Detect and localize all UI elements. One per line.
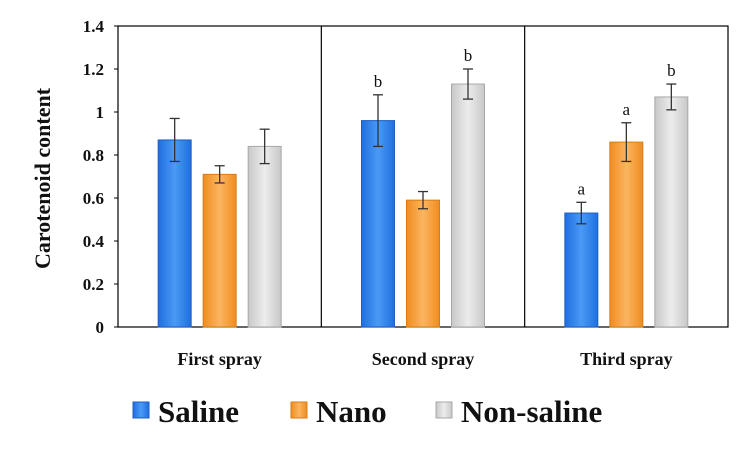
y-tick-label: 0 [96, 318, 105, 337]
y-tick-label: 1.4 [83, 17, 105, 36]
legend-label-non-saline: Non-saline [461, 394, 602, 429]
category-label: Third spray [580, 349, 673, 369]
bar-saline-3 [564, 212, 599, 328]
bar-nano-3 [609, 141, 644, 328]
bar-nano-1 [202, 173, 237, 328]
bar-non-saline-1 [247, 145, 282, 328]
significance-label: a [623, 100, 631, 119]
y-tick-label: 0.4 [83, 232, 105, 251]
significance-label: b [464, 46, 473, 65]
category-label: First spray [177, 349, 262, 369]
bar-non-saline-3 [654, 96, 689, 328]
legend-swatch-non-saline [435, 401, 453, 419]
bar-nano-2 [406, 199, 440, 328]
y-tick-label: 0.8 [83, 146, 104, 165]
bar-saline-1 [157, 139, 192, 328]
bar-non-saline-2 [451, 83, 485, 328]
y-tick-label: 1.2 [83, 60, 104, 79]
significance-label: b [667, 61, 676, 80]
significance-label: b [374, 72, 383, 91]
y-tick-label: 0.2 [83, 275, 104, 294]
category-label: Second spray [372, 349, 475, 369]
y-tick-label: 0.6 [83, 189, 104, 208]
legend-label-saline: Saline [158, 394, 239, 429]
y-tick-label: 1 [96, 103, 105, 122]
bar-saline-2 [361, 120, 395, 328]
legend-swatch-nano [290, 401, 308, 419]
significance-label: a [578, 179, 586, 198]
legend-label-nano: Nano [316, 394, 387, 429]
y-axis-label: Carotenoid content [30, 87, 55, 269]
legend-swatch-saline [132, 401, 150, 419]
